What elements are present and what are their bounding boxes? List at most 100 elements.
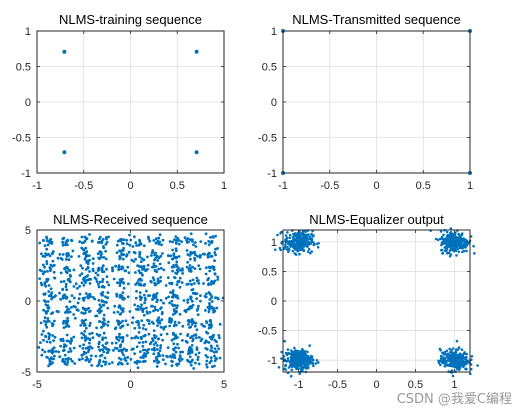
data-point <box>66 316 69 320</box>
data-point <box>84 255 88 259</box>
data-point <box>455 243 459 246</box>
x-tick-label: -5 <box>32 379 42 391</box>
data-point <box>209 255 213 258</box>
data-point <box>154 251 158 255</box>
data-point <box>152 329 156 332</box>
x-tick-label: 1 <box>221 180 227 192</box>
data-point <box>181 269 184 272</box>
data-point <box>106 320 110 324</box>
data-point <box>289 245 292 248</box>
data-point <box>286 348 290 351</box>
data-point <box>104 342 108 345</box>
x-tick-label: -0.5 <box>74 180 93 192</box>
data-point <box>102 323 106 327</box>
data-point <box>294 253 298 256</box>
data-point <box>71 249 75 253</box>
data-point <box>100 293 104 297</box>
data-point <box>161 252 164 255</box>
data-point <box>86 262 90 266</box>
data-point <box>440 242 444 246</box>
data-point <box>171 289 175 293</box>
data-point <box>194 321 198 325</box>
data-point <box>50 322 54 325</box>
data-point <box>317 361 320 364</box>
data-point <box>171 248 175 252</box>
data-point <box>157 242 161 246</box>
data-point <box>124 269 128 273</box>
data-point <box>40 252 43 256</box>
data-point <box>284 238 287 242</box>
data-point <box>65 253 69 257</box>
x-tick-labels: -1 -0.5 0 0.5 1 <box>32 180 227 192</box>
data-point <box>146 267 149 271</box>
data-point <box>158 233 162 237</box>
data-point <box>461 354 464 357</box>
data-point <box>205 365 209 369</box>
data-point <box>206 255 210 259</box>
x-tick-label: 0 <box>127 180 133 192</box>
data-point <box>188 355 192 359</box>
y-tick-label: -0.5 <box>258 326 277 338</box>
data-point <box>121 242 125 246</box>
data-point <box>277 366 281 369</box>
data-point <box>434 237 438 241</box>
data-point <box>443 238 446 241</box>
data-point <box>286 245 289 249</box>
data-point <box>101 284 105 288</box>
data-point <box>116 319 119 323</box>
data-point <box>171 240 175 244</box>
data-point <box>98 250 102 254</box>
data-point <box>309 356 313 360</box>
data-point <box>195 328 199 332</box>
data-point <box>125 348 129 352</box>
data-point <box>291 353 295 357</box>
data-point <box>178 285 182 289</box>
data-point <box>174 263 178 267</box>
data-point <box>155 365 159 368</box>
data-point <box>452 244 456 247</box>
chart-title: NLMS-Equalizer output <box>309 212 444 227</box>
data-point <box>111 269 114 273</box>
data-point <box>198 254 202 257</box>
y-tick-label: -1 <box>267 355 277 367</box>
data-point <box>48 359 52 363</box>
data-point <box>117 339 121 342</box>
data-point <box>213 259 216 263</box>
data-point <box>160 312 164 316</box>
data-point <box>85 279 88 282</box>
data-point <box>212 333 216 337</box>
data-point <box>175 306 179 310</box>
data-point <box>138 291 142 294</box>
data-point <box>105 275 109 278</box>
data-point <box>450 359 454 362</box>
data-point <box>80 272 84 275</box>
data-point <box>97 282 100 286</box>
data-point <box>164 296 168 300</box>
data-point <box>148 294 152 297</box>
data-point <box>142 313 146 317</box>
data-point <box>66 278 70 282</box>
data-point <box>473 252 476 255</box>
data-point <box>161 358 165 362</box>
data-point <box>169 254 173 258</box>
data-point <box>292 239 295 243</box>
data-point <box>137 283 141 287</box>
data-point <box>103 300 107 304</box>
data-point <box>71 360 74 363</box>
data-point <box>45 340 49 344</box>
data-point <box>94 354 98 358</box>
data-point <box>448 356 452 359</box>
data-point <box>309 241 313 245</box>
data-point <box>298 247 302 250</box>
data-point <box>158 321 162 325</box>
data-point <box>305 235 309 238</box>
data-point <box>119 343 123 347</box>
data-point <box>64 243 68 247</box>
data-point <box>88 324 91 327</box>
data-point <box>65 363 69 366</box>
data-point <box>450 248 453 251</box>
data-point <box>101 280 104 283</box>
data-point <box>207 310 211 314</box>
data-point <box>456 360 460 364</box>
data-point <box>162 301 165 305</box>
